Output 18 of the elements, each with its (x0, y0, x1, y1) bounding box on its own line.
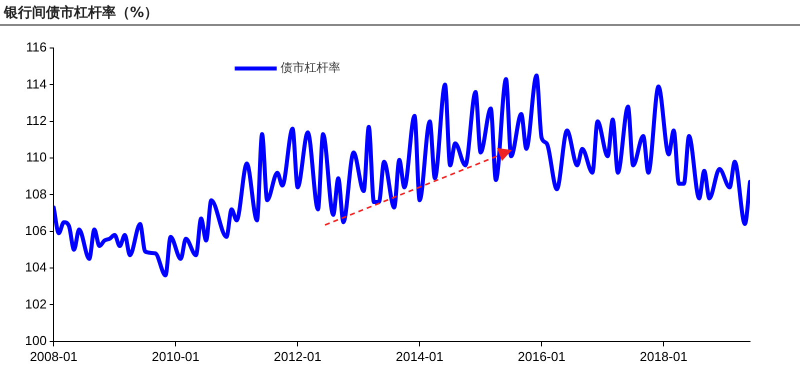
y-tick-label: 106 (24, 222, 47, 238)
x-tick-label: 2016-01 (518, 348, 566, 364)
y-tick-label: 108 (24, 186, 47, 202)
y-tick-label: 102 (24, 296, 47, 312)
legend-label: 债市杠杆率 (280, 60, 341, 75)
chart-title: 银行间债市杠杆率（%） (0, 0, 800, 26)
y-tick-label: 110 (26, 150, 47, 165)
x-tick-label: 2012-01 (274, 348, 322, 364)
y-tick-label: 100 (24, 332, 47, 348)
y-tick-label: 112 (26, 112, 47, 128)
y-tick-label: 104 (24, 260, 47, 275)
x-tick-label: 2010-01 (152, 348, 200, 364)
x-tick-label: 2008-01 (30, 348, 78, 364)
x-tick-label: 2014-01 (396, 348, 444, 364)
y-tick-label: 116 (26, 40, 47, 55)
line-series (54, 74, 750, 278)
y-tick-label: 114 (26, 76, 47, 92)
x-tick-label: 2018-01 (640, 348, 688, 364)
